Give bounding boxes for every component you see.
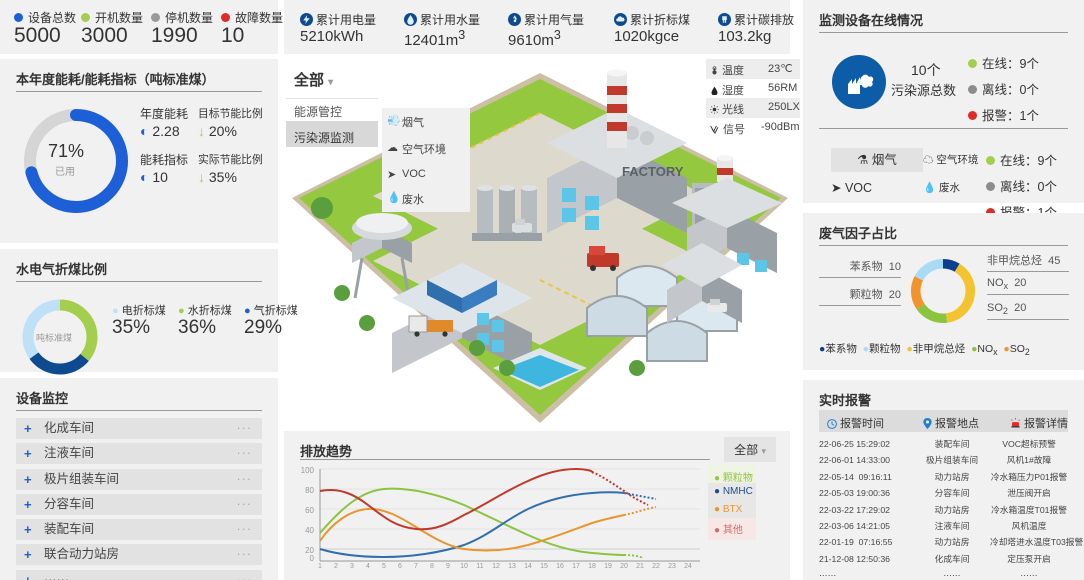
svg-text:100: 100 [301, 466, 315, 475]
svg-text:13: 13 [508, 563, 516, 569]
svg-text:22: 22 [652, 563, 660, 569]
svg-text:16: 16 [556, 563, 564, 569]
svg-text:24: 24 [684, 563, 692, 569]
svg-text:2: 2 [334, 563, 338, 569]
svg-text:21: 21 [636, 563, 644, 569]
svg-text:14: 14 [524, 563, 532, 569]
svg-text:20: 20 [620, 563, 628, 569]
svg-text:0: 0 [310, 554, 315, 563]
svg-text:7: 7 [414, 563, 418, 569]
svg-text:6: 6 [398, 563, 402, 569]
svg-text:1: 1 [318, 563, 322, 569]
svg-text:5: 5 [382, 563, 386, 569]
svg-text:19: 19 [604, 563, 612, 569]
svg-text:80: 80 [305, 486, 314, 495]
svg-text:12: 12 [492, 563, 500, 569]
svg-text:40: 40 [305, 526, 314, 535]
svg-text:3: 3 [350, 563, 354, 569]
svg-text:18: 18 [588, 563, 596, 569]
svg-text:4: 4 [366, 563, 370, 569]
svg-text:60: 60 [305, 506, 314, 515]
svg-text:8: 8 [430, 563, 434, 569]
svg-text:17: 17 [572, 563, 580, 569]
svg-text:15: 15 [540, 563, 548, 569]
svg-text:FACTORY: FACTORY [622, 164, 684, 179]
svg-text:11: 11 [476, 563, 483, 569]
svg-text:23: 23 [668, 563, 676, 569]
svg-text:10: 10 [460, 563, 468, 569]
svg-text:9: 9 [446, 563, 450, 569]
